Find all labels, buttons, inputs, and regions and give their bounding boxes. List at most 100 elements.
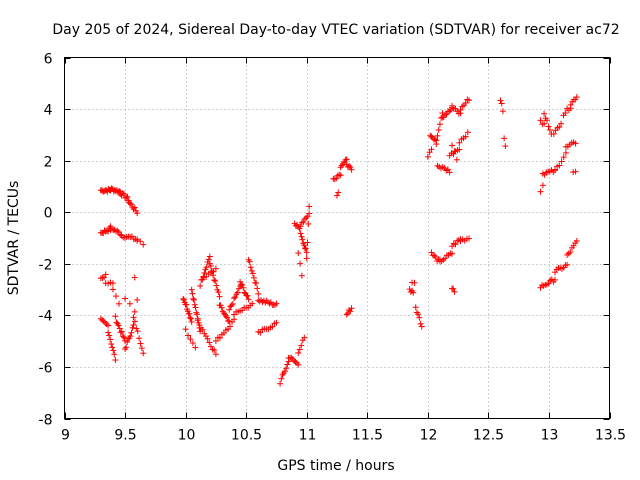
data-point bbox=[544, 117, 551, 124]
data-point bbox=[211, 277, 218, 284]
data-point bbox=[124, 339, 131, 346]
data-point bbox=[206, 253, 213, 260]
data-point bbox=[442, 111, 449, 118]
data-point bbox=[296, 346, 303, 353]
data-point bbox=[552, 276, 558, 283]
data-point bbox=[558, 120, 565, 127]
data-point bbox=[259, 299, 266, 306]
data-point bbox=[303, 255, 310, 262]
data-point bbox=[218, 304, 225, 311]
data-point bbox=[343, 156, 350, 163]
data-point bbox=[498, 100, 505, 107]
data-point bbox=[539, 182, 546, 189]
data-point bbox=[337, 172, 344, 179]
data-point bbox=[295, 361, 302, 368]
data-point bbox=[128, 329, 135, 336]
data-point bbox=[435, 126, 442, 133]
chart-title: Day 205 of 2024, Sidereal Day-to-day VTE… bbox=[52, 22, 619, 38]
data-point bbox=[245, 296, 252, 303]
data-point bbox=[187, 336, 194, 343]
data-point bbox=[120, 334, 127, 341]
data-point bbox=[346, 162, 353, 169]
data-point bbox=[126, 300, 133, 307]
data-point bbox=[244, 292, 251, 299]
data-point bbox=[446, 108, 453, 115]
y-tick-label: -8 bbox=[39, 413, 53, 429]
data-point bbox=[464, 129, 471, 136]
data-point bbox=[109, 280, 116, 287]
data-point bbox=[119, 333, 126, 340]
data-point bbox=[228, 302, 235, 309]
data-point bbox=[211, 347, 218, 354]
data-point bbox=[273, 300, 280, 307]
data-point bbox=[213, 282, 220, 289]
data-point bbox=[131, 274, 138, 281]
data-point bbox=[112, 357, 119, 364]
data-point bbox=[130, 314, 137, 321]
data-point bbox=[417, 320, 424, 327]
data-point bbox=[131, 318, 138, 325]
x-tick-label: 13 bbox=[541, 428, 559, 444]
data-point bbox=[119, 190, 126, 197]
data-point bbox=[278, 375, 285, 382]
y-tick-label: 4 bbox=[44, 103, 53, 119]
data-point bbox=[105, 322, 112, 329]
data-point bbox=[120, 190, 127, 197]
data-point bbox=[203, 264, 210, 271]
data-point bbox=[128, 201, 135, 208]
data-point bbox=[304, 239, 311, 246]
y-tick-label: 0 bbox=[44, 206, 53, 222]
data-point bbox=[224, 314, 231, 321]
data-point bbox=[348, 166, 355, 173]
data-point bbox=[432, 136, 439, 143]
data-point bbox=[182, 326, 189, 333]
data-point bbox=[415, 311, 422, 318]
data-point bbox=[273, 319, 280, 326]
data-point bbox=[499, 108, 506, 115]
data-point bbox=[204, 335, 211, 342]
data-point bbox=[216, 293, 223, 300]
data-point bbox=[253, 280, 260, 287]
data-points bbox=[97, 94, 580, 387]
data-point bbox=[343, 311, 350, 318]
data-point bbox=[188, 286, 195, 293]
data-point bbox=[186, 310, 193, 317]
data-point bbox=[567, 249, 574, 256]
data-point bbox=[335, 189, 342, 196]
data-point bbox=[117, 329, 124, 336]
data-point bbox=[545, 123, 552, 130]
data-point bbox=[116, 300, 122, 307]
data-point bbox=[272, 301, 279, 308]
data-point bbox=[123, 344, 130, 351]
data-point bbox=[238, 281, 245, 288]
data-point bbox=[348, 305, 355, 312]
data-point bbox=[572, 140, 579, 147]
data-point bbox=[110, 347, 117, 354]
data-point bbox=[239, 281, 246, 288]
data-point bbox=[572, 168, 579, 175]
data-point bbox=[199, 326, 206, 333]
data-point bbox=[257, 329, 264, 336]
data-point bbox=[246, 258, 253, 265]
x-tick-label: 11 bbox=[299, 428, 317, 444]
data-point bbox=[137, 238, 144, 245]
data-point bbox=[297, 223, 304, 230]
data-point bbox=[452, 241, 459, 248]
data-point bbox=[100, 318, 107, 325]
data-point bbox=[573, 237, 580, 244]
data-point bbox=[347, 308, 354, 315]
data-point bbox=[269, 323, 276, 330]
data-point bbox=[116, 188, 123, 195]
data-point bbox=[451, 148, 458, 155]
x-tick-label: 9 bbox=[61, 428, 70, 444]
data-point bbox=[130, 321, 137, 328]
data-point bbox=[331, 176, 338, 183]
data-point bbox=[266, 300, 273, 307]
data-point bbox=[306, 203, 313, 210]
data-point bbox=[556, 162, 563, 169]
data-point bbox=[180, 296, 187, 303]
data-point bbox=[556, 123, 563, 130]
data-point bbox=[301, 245, 308, 252]
data-point bbox=[436, 121, 443, 128]
data-point bbox=[298, 219, 305, 226]
